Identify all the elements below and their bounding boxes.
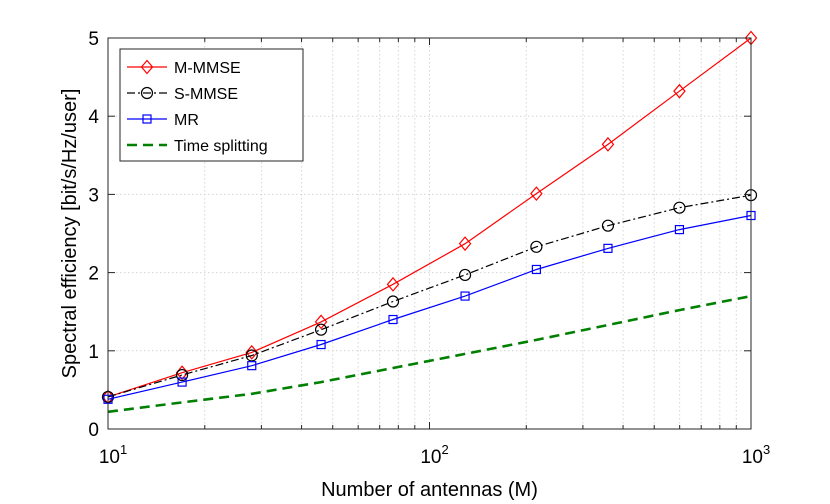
x-tick-base: 10 <box>420 447 441 468</box>
data-point-s-mmse <box>601 219 615 232</box>
legend-item-mr: MR <box>127 112 199 129</box>
legend-box <box>119 48 304 162</box>
data-point-mr <box>460 291 470 301</box>
series-line-m-mmse <box>107 37 752 398</box>
y-tick-label: 4 <box>88 107 99 128</box>
y-tick-label: 1 <box>88 342 99 363</box>
x-axis-label: Number of antennas (M) <box>321 479 538 501</box>
data-point-s-mmse <box>245 349 258 362</box>
x-tick-base: 10 <box>99 447 120 468</box>
legend-marker-mr <box>142 114 152 124</box>
x-tick-label: 103 <box>742 442 770 468</box>
data-point-mr <box>177 377 187 387</box>
y-tick-label: 3 <box>88 185 99 206</box>
data-point-s-mmse <box>530 240 543 253</box>
data-point-s-mmse <box>458 268 472 282</box>
data-point-s-mmse <box>386 295 400 308</box>
data-point-mr <box>603 243 613 253</box>
x-tick-exponent: 1 <box>120 442 127 457</box>
series-s-mmse <box>101 189 758 404</box>
data-point-mr <box>388 314 398 325</box>
legend-label-m-mmse: M-MMSE <box>174 60 241 77</box>
data-point-mr <box>674 224 685 235</box>
series-line-time-splitting <box>107 294 752 414</box>
legend-item-time-splitting: Time splitting <box>127 138 268 155</box>
legend-item-s-mmse: S-MMSE <box>127 86 238 103</box>
data-point-mr <box>316 339 326 350</box>
legend-marker-s-mmse <box>140 86 154 100</box>
x-tick-base: 10 <box>742 447 763 468</box>
y-tick-label: 5 <box>88 29 99 50</box>
legend-item-m-mmse: M-MMSE <box>127 59 241 77</box>
y-axis-label: Spectral efficiency [bit/s/Hz/user] <box>59 89 81 379</box>
y-tick-label: 2 <box>88 264 99 285</box>
series-line-mr <box>107 214 752 400</box>
legend-label-time-splitting: Time splitting <box>174 138 268 155</box>
legend-marker-m-mmse <box>140 59 154 75</box>
data-point-m-mmse <box>530 186 543 202</box>
data-point-m-mmse <box>458 236 472 252</box>
x-tick-label: 102 <box>420 442 448 468</box>
data-point-s-mmse <box>673 201 686 214</box>
x-tick-exponent: 3 <box>763 442 770 457</box>
x-tick-labels: 101 102 103 <box>99 442 770 468</box>
data-point-s-mmse <box>175 368 189 382</box>
legend-label-s-mmse: S-MMSE <box>174 86 238 103</box>
ticks <box>107 37 752 430</box>
data-point-m-mmse <box>601 136 615 152</box>
data-point-m-mmse <box>245 344 259 360</box>
legend-label-mr: MR <box>174 112 199 129</box>
data-point-s-mmse <box>314 323 328 336</box>
series-time-splitting <box>107 294 752 414</box>
legend: M-MMSE S-MMSE MR Time splitting <box>119 48 304 162</box>
data-point-m-mmse <box>673 83 686 99</box>
y-tick-label: 0 <box>88 420 99 441</box>
data-point-mr <box>531 264 541 275</box>
x-tick-exponent: 2 <box>441 442 448 457</box>
y-tick-labels: 0 1 2 3 4 5 <box>88 29 99 441</box>
data-point-m-mmse <box>386 276 400 292</box>
x-tick-label: 101 <box>99 442 127 468</box>
data-point-m-mmse <box>314 314 328 330</box>
series-line-s-mmse <box>107 194 752 398</box>
series-group <box>101 30 758 414</box>
data-point-mr <box>247 361 257 371</box>
